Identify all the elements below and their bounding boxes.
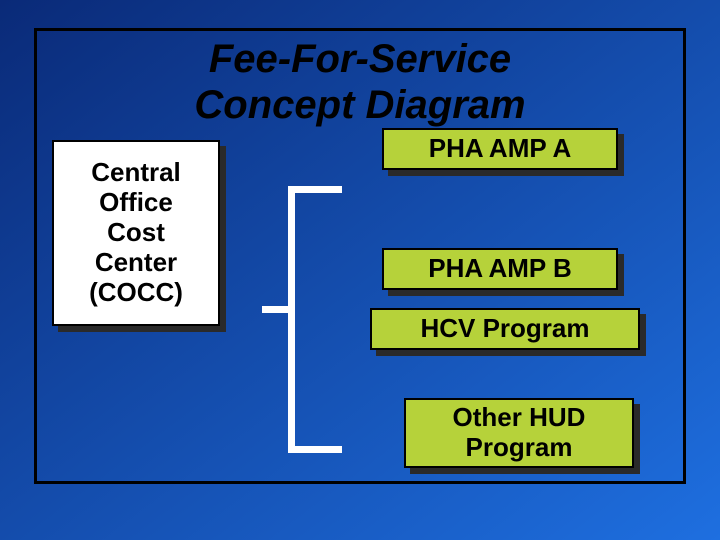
bracket-notch — [262, 306, 288, 313]
bracket-connector — [0, 0, 720, 540]
bracket-arm-bottom — [288, 446, 342, 453]
bracket-arm-top — [288, 186, 342, 193]
bracket-spine — [288, 186, 295, 453]
